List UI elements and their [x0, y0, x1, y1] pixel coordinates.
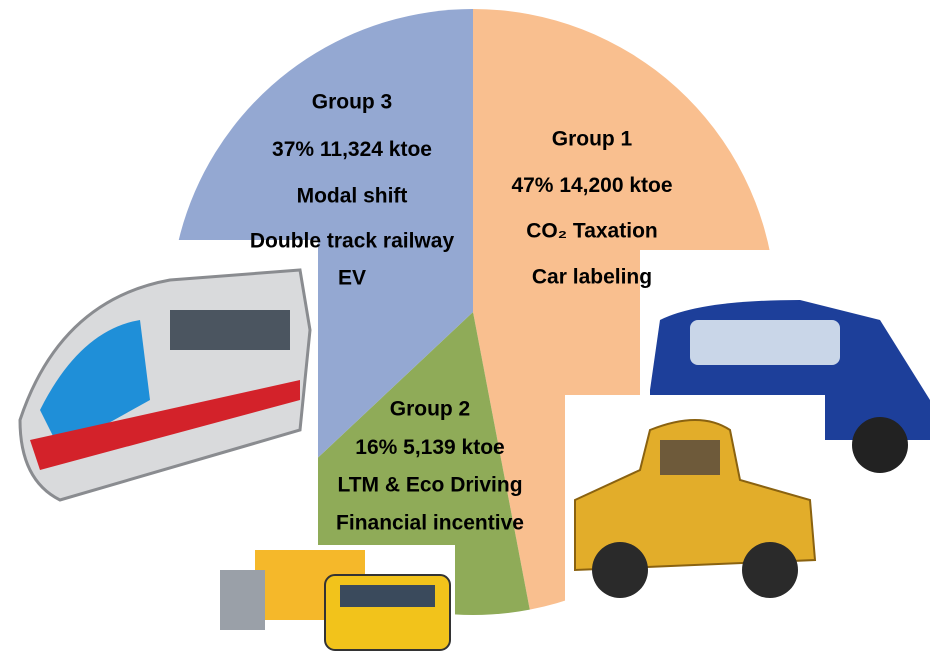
percent-label: 37%	[272, 138, 314, 161]
train-picture	[0, 240, 318, 560]
amount-label: 14,200 ktoe	[559, 174, 672, 197]
slice-value: 47% 14,200 ktoe	[511, 174, 672, 197]
percent-label: 47%	[511, 174, 553, 197]
slice-title: Group 3	[312, 91, 393, 114]
slice-value: 16% 5,139 ktoe	[355, 436, 504, 459]
truck-bus-picture	[215, 545, 455, 659]
slice-labels: Group 1 47% 14,200 ktoe CO₂ Taxation Car la…	[250, 91, 673, 535]
slice-title: Group 1	[552, 128, 633, 151]
amount-label: 5,139 ktoe	[403, 436, 505, 459]
slice-title: Group 2	[390, 398, 471, 421]
measure-label: Financial incentive	[336, 512, 524, 535]
amount-label: 11,324 ktoe	[320, 138, 432, 161]
measure-label: EV	[338, 267, 366, 290]
measure-label: CO₂ Taxation	[526, 220, 657, 243]
mini-car-picture	[640, 250, 942, 473]
pie-slice	[252, 312, 530, 615]
slice-value: 37% 11,324 ktoe	[272, 138, 432, 161]
measure-label: LTM & Eco Driving	[337, 474, 522, 497]
measure-label: Double track railway	[250, 230, 455, 253]
pickup-picture	[565, 395, 825, 610]
measure-label: Car labeling	[532, 266, 652, 289]
percent-label: 16%	[355, 436, 397, 459]
measure-label: Modal shift	[297, 185, 408, 208]
